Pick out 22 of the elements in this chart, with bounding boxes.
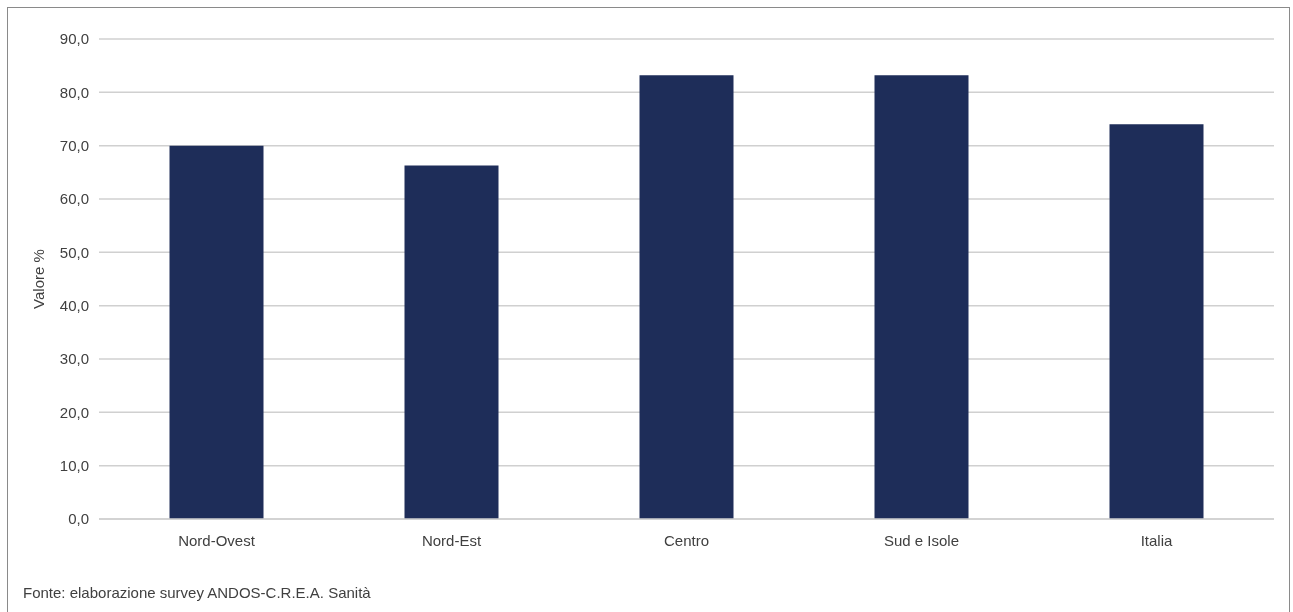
y-tick-label: 80,0: [59, 83, 89, 101]
y-tick-label: 60,0: [59, 190, 89, 208]
bar: [169, 145, 264, 519]
y-tick-label: 10,0: [59, 456, 89, 474]
bar: [404, 165, 499, 519]
y-tick-label: 50,0: [59, 243, 89, 261]
x-tick-label: Nord-Est: [421, 531, 482, 549]
x-tick-label: Nord-Ovest: [178, 531, 256, 549]
bar: [1109, 124, 1204, 519]
y-axis-title: Valore %: [29, 249, 47, 309]
y-tick-label: 0,0: [68, 510, 89, 528]
y-tick-label: 90,0: [59, 30, 89, 48]
bar: [639, 75, 734, 519]
y-tick-label: 30,0: [59, 350, 89, 368]
source-note: Fonte: elaborazione survey ANDOS-C.R.E.A. Sanità: [23, 584, 371, 602]
y-tick-label: 40,0: [59, 296, 89, 314]
x-tick-label: Sud e Isole: [883, 531, 960, 549]
bar: [874, 75, 969, 519]
x-tick-label: Italia: [1140, 531, 1173, 549]
x-tick-label: Centro: [663, 531, 710, 549]
y-tick-label: 70,0: [59, 136, 89, 154]
y-tick-label: 20,0: [59, 403, 89, 421]
